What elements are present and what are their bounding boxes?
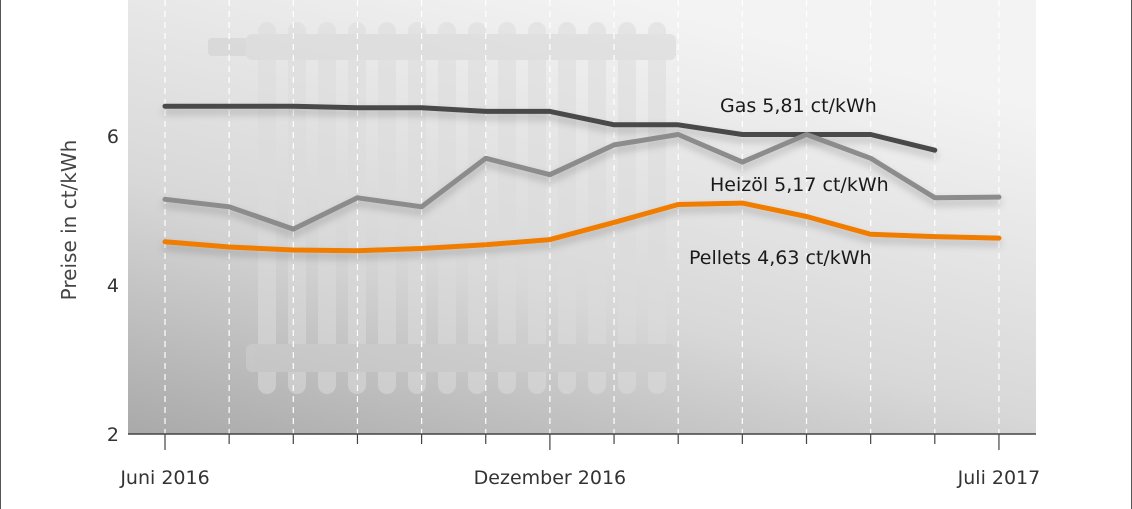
x-tick-label: Juli 2017 xyxy=(957,467,1041,489)
y-tick-label: 2 xyxy=(107,424,119,446)
series-line-pellets xyxy=(162,200,1002,254)
series-label-pellets: Pellets 4,63 ct/kWh xyxy=(689,247,872,269)
y-tick-label: 4 xyxy=(107,275,119,297)
x-tick-label: Dezember 2016 xyxy=(474,467,626,489)
x-tick-label: Juni 2016 xyxy=(119,467,209,489)
series-label-gas: Gas 5,81 ct/kWh xyxy=(720,95,877,117)
labels-layer: Gas 5,81 ct/kWh Heizöl 5,17 ct/kWh Pellets… xyxy=(689,95,889,269)
series-line-heizoel xyxy=(162,132,1002,232)
axes: Juni 2016 Dezember 2016 Juli 2017 2 4 6 xyxy=(107,126,1040,489)
series-label-heizoel: Heizöl 5,17 ct/kWh xyxy=(710,174,889,196)
y-tick-label: 6 xyxy=(107,126,119,148)
y-axis-label: Preise in ct/kWh xyxy=(57,140,81,301)
radiator-illustration xyxy=(208,22,676,394)
series-layer xyxy=(162,103,1002,254)
